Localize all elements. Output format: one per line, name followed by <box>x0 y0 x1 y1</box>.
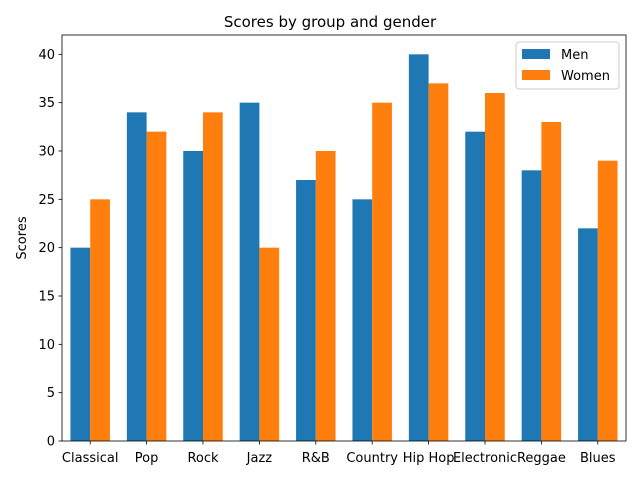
bar-men-7 <box>465 131 485 441</box>
bar-women-1 <box>146 131 167 441</box>
x-tick-label: Pop <box>135 451 159 466</box>
x-tick-label: Electronic <box>453 451 517 466</box>
bar-women-8 <box>541 122 562 441</box>
bar-men-5 <box>352 199 373 441</box>
y-tick-label: 35 <box>38 96 55 111</box>
y-tick-label: 10 <box>38 338 55 353</box>
legend-swatch-men <box>522 49 550 59</box>
bar-men-4 <box>296 180 316 441</box>
y-tick-label: 40 <box>38 48 55 63</box>
bar-women-7 <box>485 93 505 441</box>
chart-title: Scores by group and gender <box>224 13 437 31</box>
x-tick-label: Reggae <box>517 451 566 466</box>
legend-label-women: Women <box>561 69 610 84</box>
bar-women-9 <box>597 160 618 441</box>
x-tick-label: Rock <box>187 451 219 466</box>
x-tick-label: Classical <box>62 451 119 466</box>
y-tick-label: 5 <box>47 386 55 401</box>
bar-women-6 <box>428 83 449 441</box>
y-tick-label: 25 <box>38 193 55 208</box>
bar-women-2 <box>203 112 223 441</box>
bar-men-0 <box>70 247 91 441</box>
bar-men-9 <box>578 228 598 441</box>
bar-men-6 <box>408 54 429 441</box>
bar-women-3 <box>259 247 280 441</box>
bar-women-0 <box>90 199 110 441</box>
axes-layer: 0 5 10 15 20 25 30 35 40 Classical Pop Rock Jazz R&B C… <box>38 34 627 466</box>
y-axis-label: Scores <box>15 216 30 259</box>
y-tick-label: 0 <box>47 435 55 450</box>
y-tick-label: 20 <box>38 241 55 256</box>
bar-women-5 <box>372 102 392 442</box>
y-tick-label: 15 <box>38 290 55 305</box>
bar-men-2 <box>183 151 203 441</box>
legend-swatch-women <box>522 70 550 80</box>
x-tick-label: R&B <box>302 451 330 466</box>
bar-women-4 <box>315 151 336 441</box>
x-tick-label: Hip Hop <box>403 451 455 466</box>
y-tick-label: 30 <box>38 145 55 160</box>
bar-men-8 <box>521 170 542 442</box>
bar-men-1 <box>126 112 147 441</box>
x-tick-label: Country <box>346 451 398 466</box>
x-tick-label: Blues <box>580 451 616 466</box>
legend-label-men: Men <box>561 48 588 63</box>
legend: Men Women <box>515 41 620 90</box>
bar-men-3 <box>239 102 260 442</box>
x-tick-label: Jazz <box>246 451 273 466</box>
plot-frame <box>61 34 627 442</box>
bars-layer <box>70 54 618 442</box>
